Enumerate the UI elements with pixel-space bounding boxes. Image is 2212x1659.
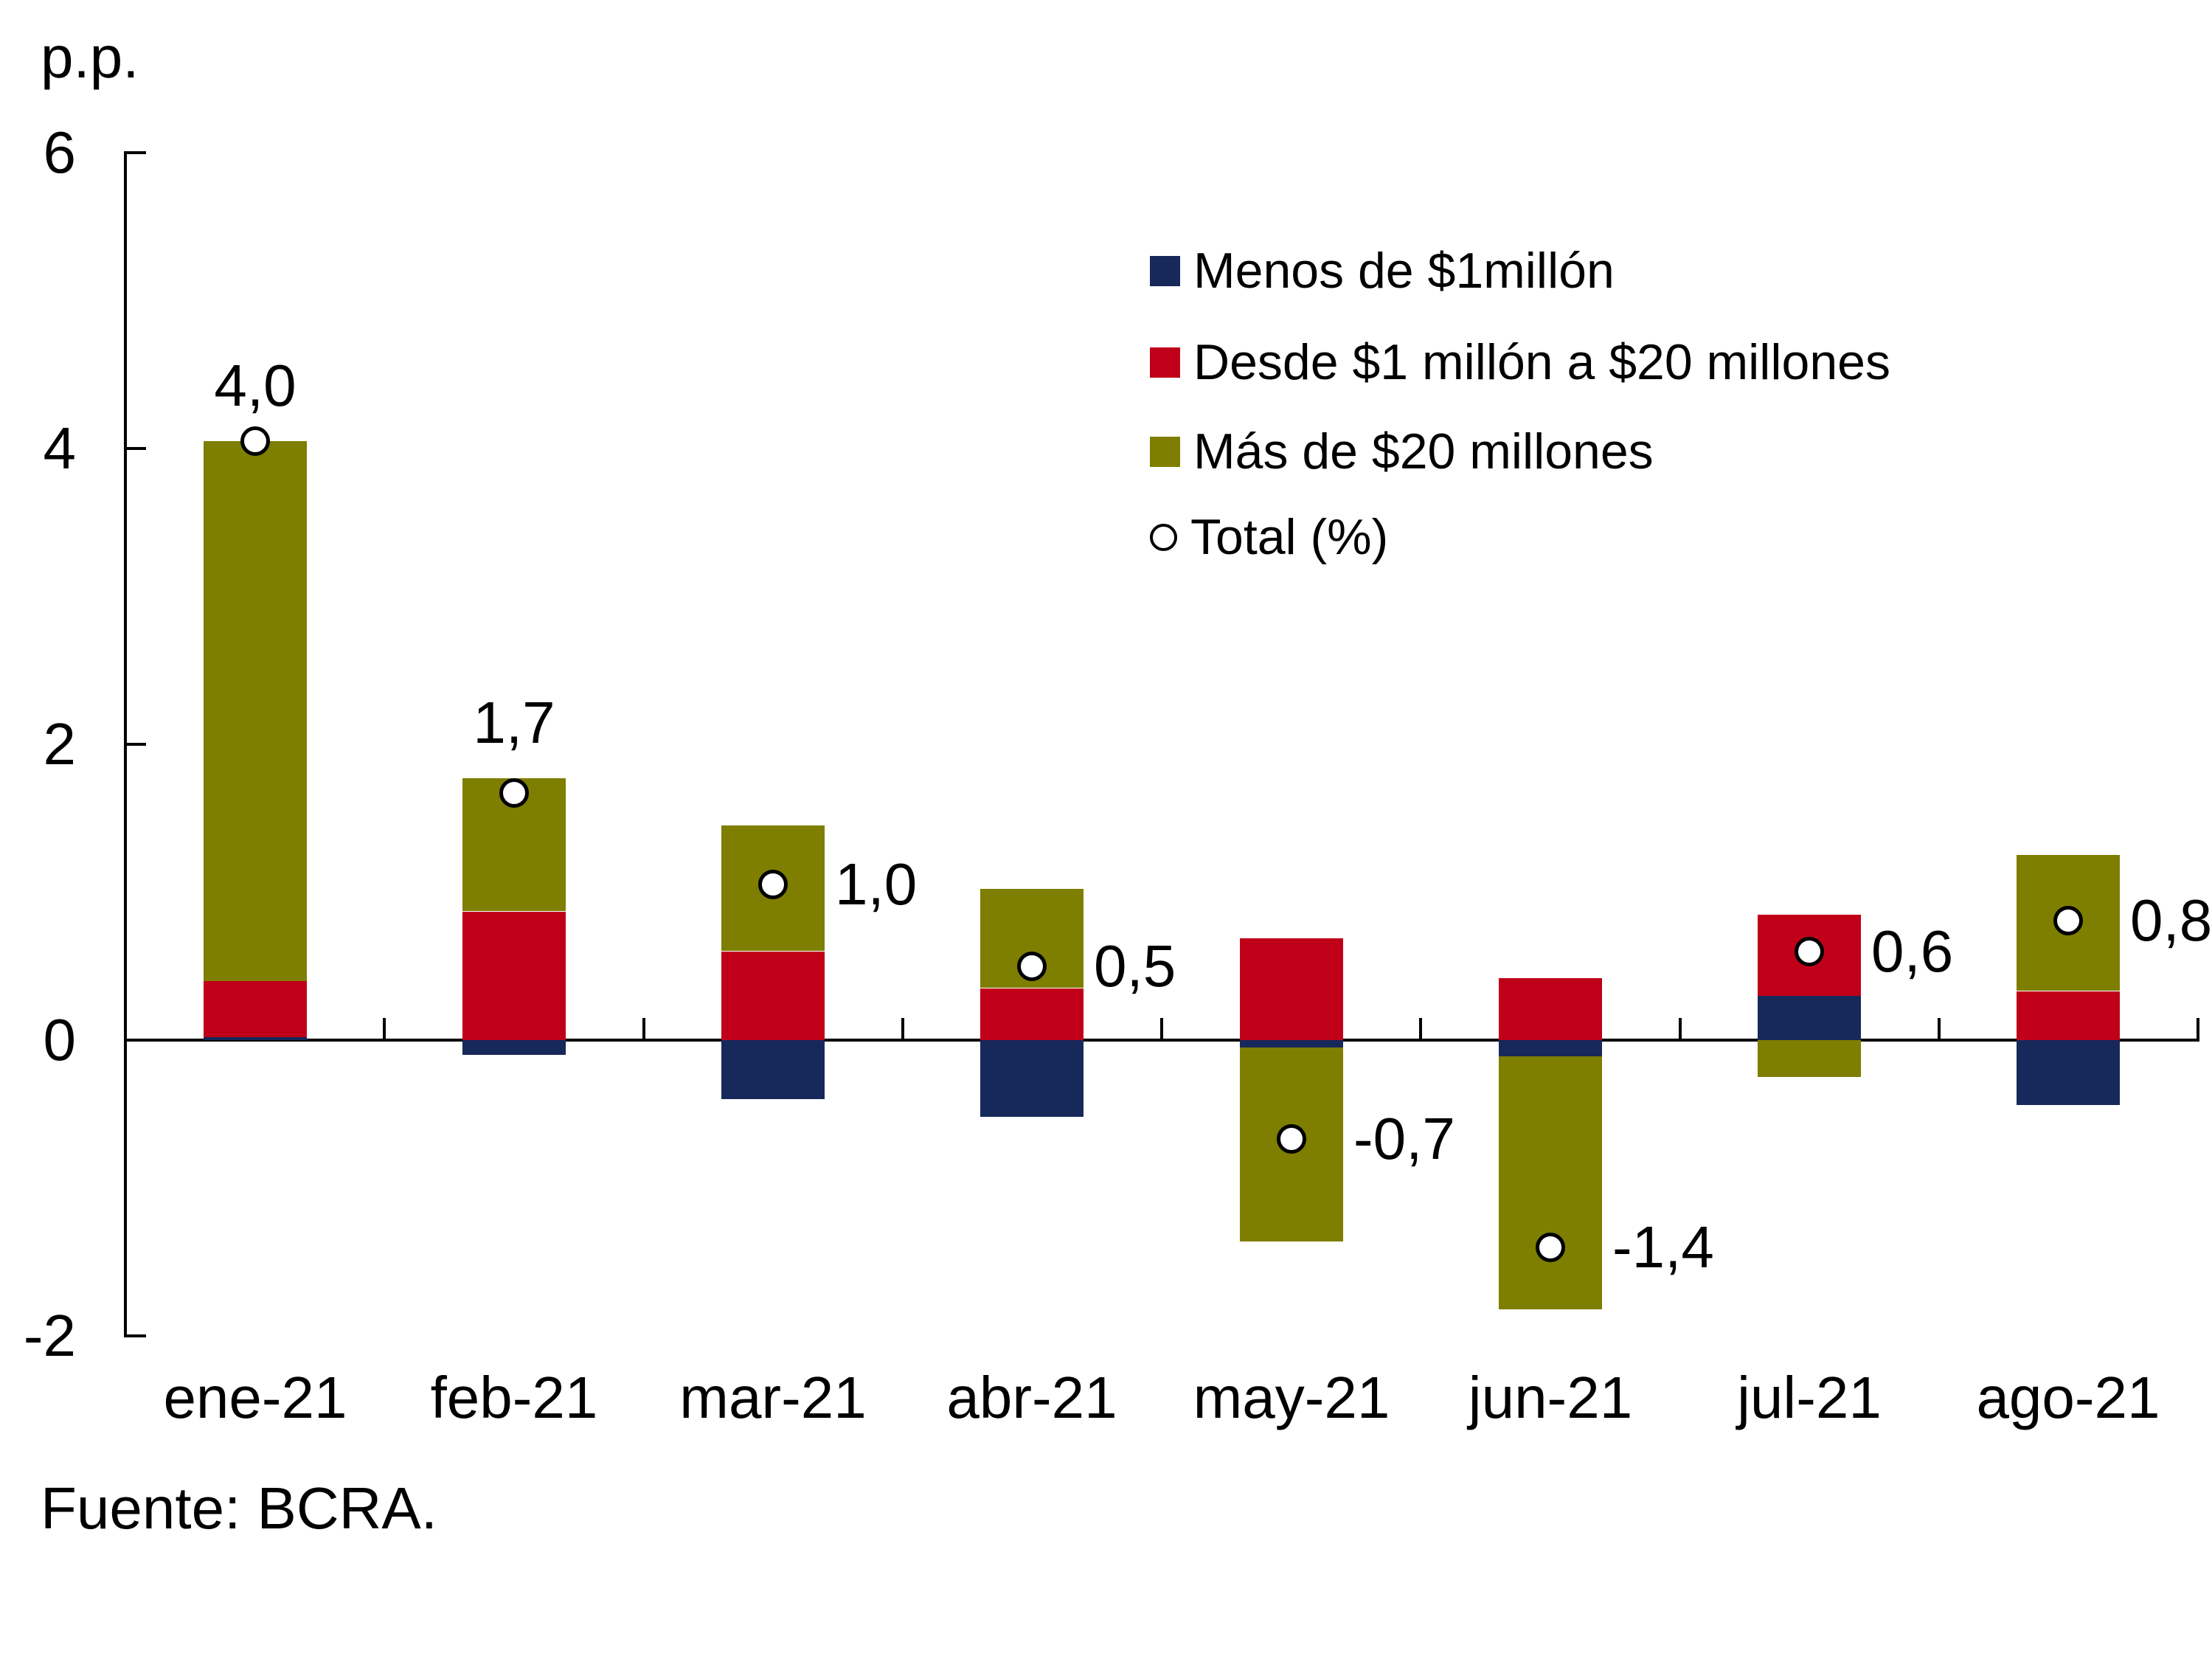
y-tick-label-2: 2: [43, 711, 77, 777]
x-tick: [383, 1018, 386, 1039]
total-marker-mar-21: [758, 870, 788, 899]
legend-item-desde-1-a-20-millones: Desde $1 millón a $20 millones: [1150, 317, 1890, 407]
bar-segment-red-feb-21: [462, 912, 566, 1040]
bar-segment-red-ago-21: [2017, 991, 2120, 1040]
legend-swatch-red-icon: [1150, 347, 1180, 378]
legend-item-label: Más de $20 millones: [1193, 423, 1654, 479]
bar-segment-red-mar-21: [721, 952, 825, 1040]
y-tick-label--2: -2: [23, 1303, 76, 1368]
bar-segment-navy-mar-21: [721, 1040, 825, 1099]
total-label-jul-21: 0,6: [1871, 918, 1954, 984]
bar-segment-navy-ago-21: [2017, 1040, 2120, 1105]
y-tick-label-4: 4: [43, 415, 77, 481]
total-marker-may-21: [1277, 1124, 1306, 1154]
x-axis-label-jun-21: jun-21: [1468, 1365, 1633, 1430]
y-tick: [125, 1334, 146, 1337]
total-marker-jul-21: [1795, 937, 1824, 966]
bar-segment-red-ene-21: [204, 981, 307, 1037]
legend-item-label: Total (%): [1190, 509, 1389, 565]
legend-swatch-olive-icon: [1150, 436, 1180, 467]
x-axis-label-abr-21: abr-21: [946, 1365, 1117, 1430]
bar-segment-navy-abr-21: [980, 1040, 1084, 1117]
bar-segment-olive-jun-21: [1499, 1056, 1602, 1309]
total-label-jun-21: -1,4: [1612, 1214, 1714, 1280]
x-axis-line: [124, 1039, 2199, 1042]
source-note: Fuente: BCRA.: [41, 1475, 438, 1541]
legend-item-label: Menos de $1millón: [1193, 243, 1615, 299]
total-label-ago-21: 0,8: [2130, 887, 2212, 953]
bar-segment-olive-ene-21: [204, 441, 307, 981]
bar-segment-navy-jun-21: [1499, 1040, 1602, 1056]
total-label-feb-21: 1,7: [473, 690, 555, 755]
total-label-may-21: -0,7: [1353, 1106, 1455, 1171]
y-tick: [125, 151, 146, 154]
y-axis-unit-label: p.p.: [41, 24, 139, 90]
x-tick: [2197, 1018, 2199, 1039]
y-tick-label-6: 6: [43, 120, 77, 185]
x-axis-label-feb-21: feb-21: [430, 1365, 598, 1430]
x-axis-label-mar-21: mar-21: [679, 1365, 867, 1430]
x-tick: [1938, 1018, 1941, 1039]
total-marker-abr-21: [1017, 952, 1047, 981]
total-marker-icon: [1150, 523, 1177, 551]
bar-segment-navy-jul-21: [1758, 996, 1861, 1040]
x-tick: [642, 1018, 645, 1039]
total-label-ene-21: 4,0: [214, 353, 297, 418]
legend-item-mas-de-20-millones: Más de $20 millones: [1150, 406, 1654, 496]
y-tick-label-0: 0: [43, 1007, 77, 1073]
bar-segment-navy-feb-21: [462, 1040, 566, 1055]
bar-segment-red-abr-21: [980, 988, 1084, 1040]
x-tick: [1160, 1018, 1163, 1039]
legend-item-total: Total (%): [1150, 492, 1388, 582]
bar-segment-red-may-21: [1240, 938, 1343, 1040]
total-marker-jun-21: [1536, 1233, 1565, 1262]
total-label-mar-21: 1,0: [835, 851, 918, 917]
total-marker-ago-21: [2053, 906, 2083, 935]
x-axis-label-ago-21: ago-21: [1976, 1365, 2160, 1430]
legend-swatch-navy-icon: [1150, 255, 1180, 286]
y-tick: [125, 447, 146, 450]
x-axis-label-may-21: may-21: [1193, 1365, 1390, 1430]
total-marker-ene-21: [240, 426, 270, 456]
x-tick: [901, 1018, 904, 1039]
x-axis-label-ene-21: ene-21: [163, 1365, 347, 1430]
bar-segment-navy-may-21: [1240, 1040, 1343, 1047]
x-axis-label-jul-21: jul-21: [1737, 1365, 1882, 1430]
legend-item-label: Desde $1 millón a $20 millones: [1193, 334, 1890, 390]
bar-segment-olive-jul-21: [1758, 1040, 1861, 1077]
x-tick: [1679, 1018, 1682, 1039]
y-tick: [125, 743, 146, 746]
total-marker-feb-21: [499, 778, 529, 808]
bar-segment-red-jun-21: [1499, 978, 1602, 1040]
bar-segment-navy-ene-21: [204, 1037, 307, 1040]
total-label-abr-21: 0,5: [1094, 933, 1176, 999]
legend-item-menos-de-1-millon: Menos de $1millón: [1150, 226, 1615, 316]
x-tick: [1419, 1018, 1422, 1039]
